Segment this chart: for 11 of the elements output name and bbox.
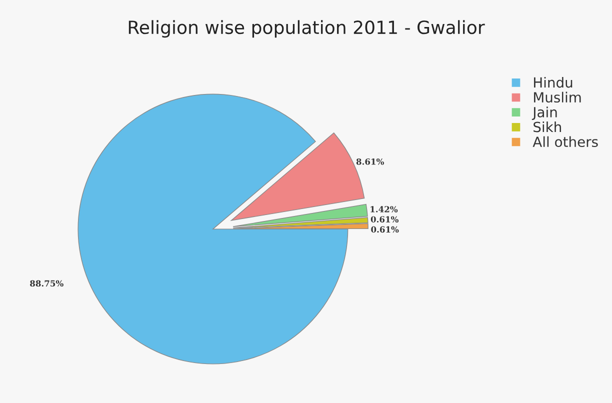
data-label: 0.61% [370,216,399,222]
data-label: 8.61% [356,158,384,165]
data-label: 88.75% [30,280,64,287]
chart-title: Religion wise population 2011 - Gwalior [128,20,485,38]
legend-label: All others [532,136,598,148]
legend-label: Hindu [534,76,572,88]
legend-label: Muslim [534,92,581,103]
legend-label: Sikh [534,121,561,132]
data-label: 1.42% [370,206,398,212]
data-label: 0.61% [371,226,399,233]
legend-label: Jain [532,106,557,120]
